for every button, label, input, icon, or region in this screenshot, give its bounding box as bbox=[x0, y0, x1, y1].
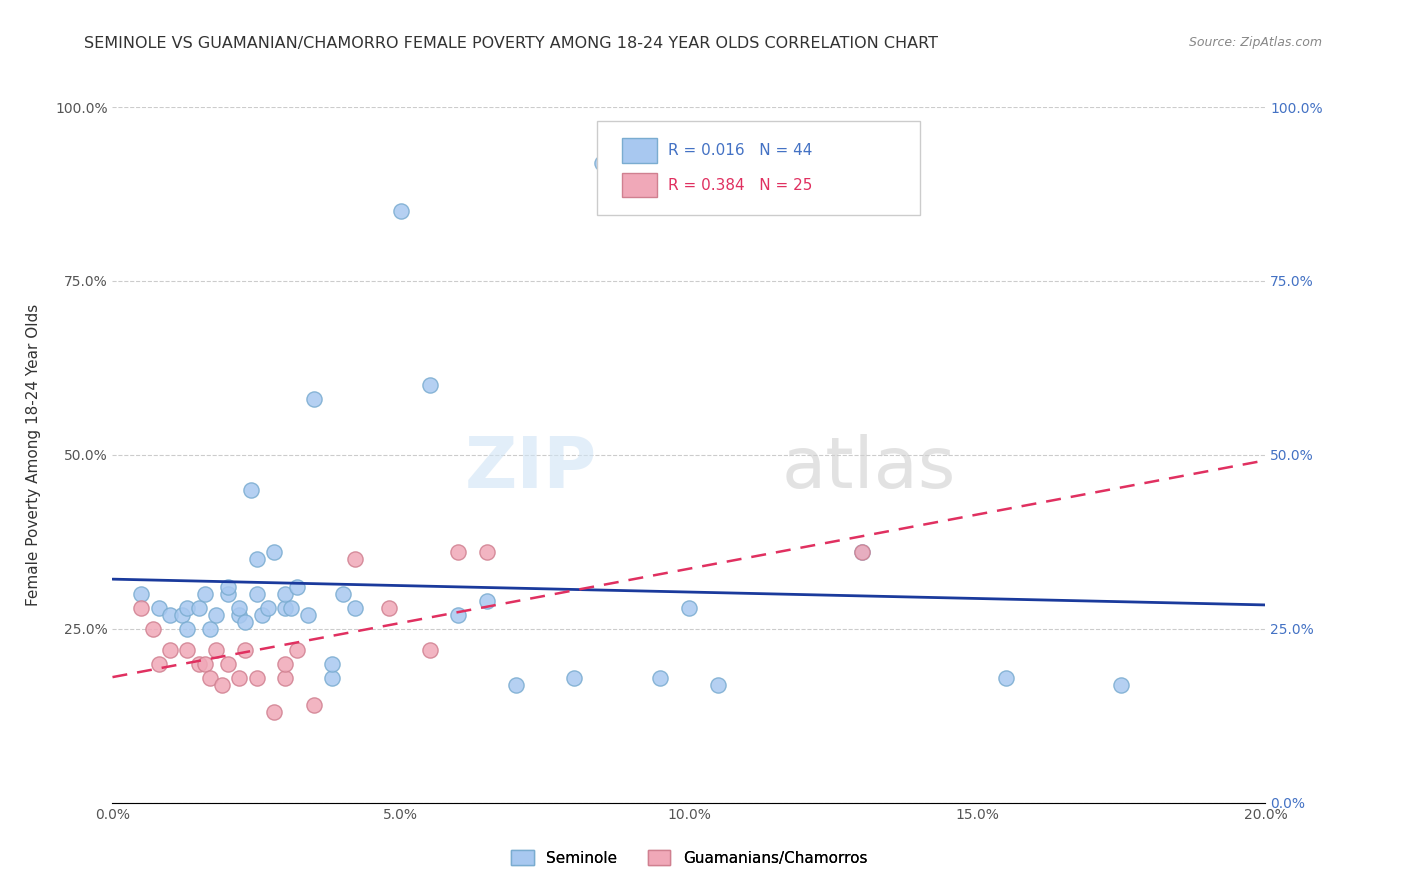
Point bbox=[851, 545, 873, 559]
Point bbox=[200, 671, 222, 685]
Point bbox=[419, 642, 441, 657]
Point bbox=[228, 601, 250, 615]
Point bbox=[205, 607, 228, 622]
Point bbox=[188, 657, 211, 671]
Point bbox=[263, 706, 285, 720]
Text: atlas: atlas bbox=[782, 434, 956, 503]
Point bbox=[447, 545, 470, 559]
Point bbox=[304, 392, 326, 407]
Point bbox=[159, 607, 181, 622]
Point bbox=[148, 657, 170, 671]
Point bbox=[274, 601, 297, 615]
Text: Source: ZipAtlas.com: Source: ZipAtlas.com bbox=[1188, 36, 1322, 49]
Point bbox=[562, 671, 585, 685]
Point bbox=[592, 155, 614, 169]
Point bbox=[228, 607, 250, 622]
Point bbox=[217, 657, 239, 671]
Legend: Seminole, Guamanians/Chamorros: Seminole, Guamanians/Chamorros bbox=[505, 844, 873, 871]
FancyBboxPatch shape bbox=[621, 173, 657, 197]
Point bbox=[285, 642, 308, 657]
Point bbox=[245, 671, 267, 685]
Point bbox=[332, 587, 354, 601]
Point bbox=[263, 545, 285, 559]
Point bbox=[321, 657, 343, 671]
Point bbox=[170, 607, 193, 622]
Point bbox=[239, 483, 262, 497]
Point bbox=[188, 601, 211, 615]
Point bbox=[995, 671, 1018, 685]
Point bbox=[129, 601, 153, 615]
Point bbox=[274, 657, 297, 671]
Point bbox=[389, 204, 412, 219]
Point bbox=[419, 378, 441, 392]
Point bbox=[159, 642, 181, 657]
Point bbox=[217, 580, 239, 594]
Point bbox=[245, 587, 267, 601]
Point bbox=[252, 607, 274, 622]
Text: R = 0.016   N = 44: R = 0.016 N = 44 bbox=[668, 144, 813, 159]
Point bbox=[475, 545, 498, 559]
Point bbox=[321, 671, 343, 685]
Point bbox=[228, 671, 250, 685]
Point bbox=[304, 698, 326, 713]
Point bbox=[205, 642, 228, 657]
Text: R = 0.384   N = 25: R = 0.384 N = 25 bbox=[668, 178, 813, 194]
Text: ZIP: ZIP bbox=[464, 434, 596, 503]
Point bbox=[200, 622, 222, 636]
Point bbox=[245, 552, 267, 566]
Point bbox=[475, 594, 498, 608]
Point bbox=[148, 601, 170, 615]
Point bbox=[233, 615, 256, 629]
FancyBboxPatch shape bbox=[596, 121, 920, 215]
Point bbox=[194, 587, 217, 601]
Point bbox=[1111, 677, 1133, 691]
Point bbox=[505, 677, 527, 691]
Point bbox=[194, 657, 217, 671]
Point bbox=[274, 671, 297, 685]
Point bbox=[176, 601, 198, 615]
Point bbox=[280, 601, 302, 615]
Point bbox=[851, 545, 873, 559]
Point bbox=[378, 601, 401, 615]
Point bbox=[678, 601, 700, 615]
Point bbox=[706, 677, 728, 691]
Point bbox=[274, 587, 297, 601]
Point bbox=[447, 607, 470, 622]
Point bbox=[211, 677, 233, 691]
Point bbox=[142, 622, 165, 636]
Y-axis label: Female Poverty Among 18-24 Year Olds: Female Poverty Among 18-24 Year Olds bbox=[27, 304, 41, 606]
Point bbox=[129, 587, 153, 601]
Point bbox=[217, 587, 239, 601]
Point bbox=[285, 580, 308, 594]
Point bbox=[176, 642, 198, 657]
Point bbox=[233, 642, 256, 657]
Point bbox=[343, 552, 366, 566]
Point bbox=[297, 607, 319, 622]
Text: SEMINOLE VS GUAMANIAN/CHAMORRO FEMALE POVERTY AMONG 18-24 YEAR OLDS CORRELATION : SEMINOLE VS GUAMANIAN/CHAMORRO FEMALE PO… bbox=[84, 36, 938, 51]
Point bbox=[176, 622, 198, 636]
Point bbox=[648, 671, 672, 685]
Point bbox=[257, 601, 280, 615]
FancyBboxPatch shape bbox=[621, 138, 657, 162]
Point bbox=[343, 601, 366, 615]
